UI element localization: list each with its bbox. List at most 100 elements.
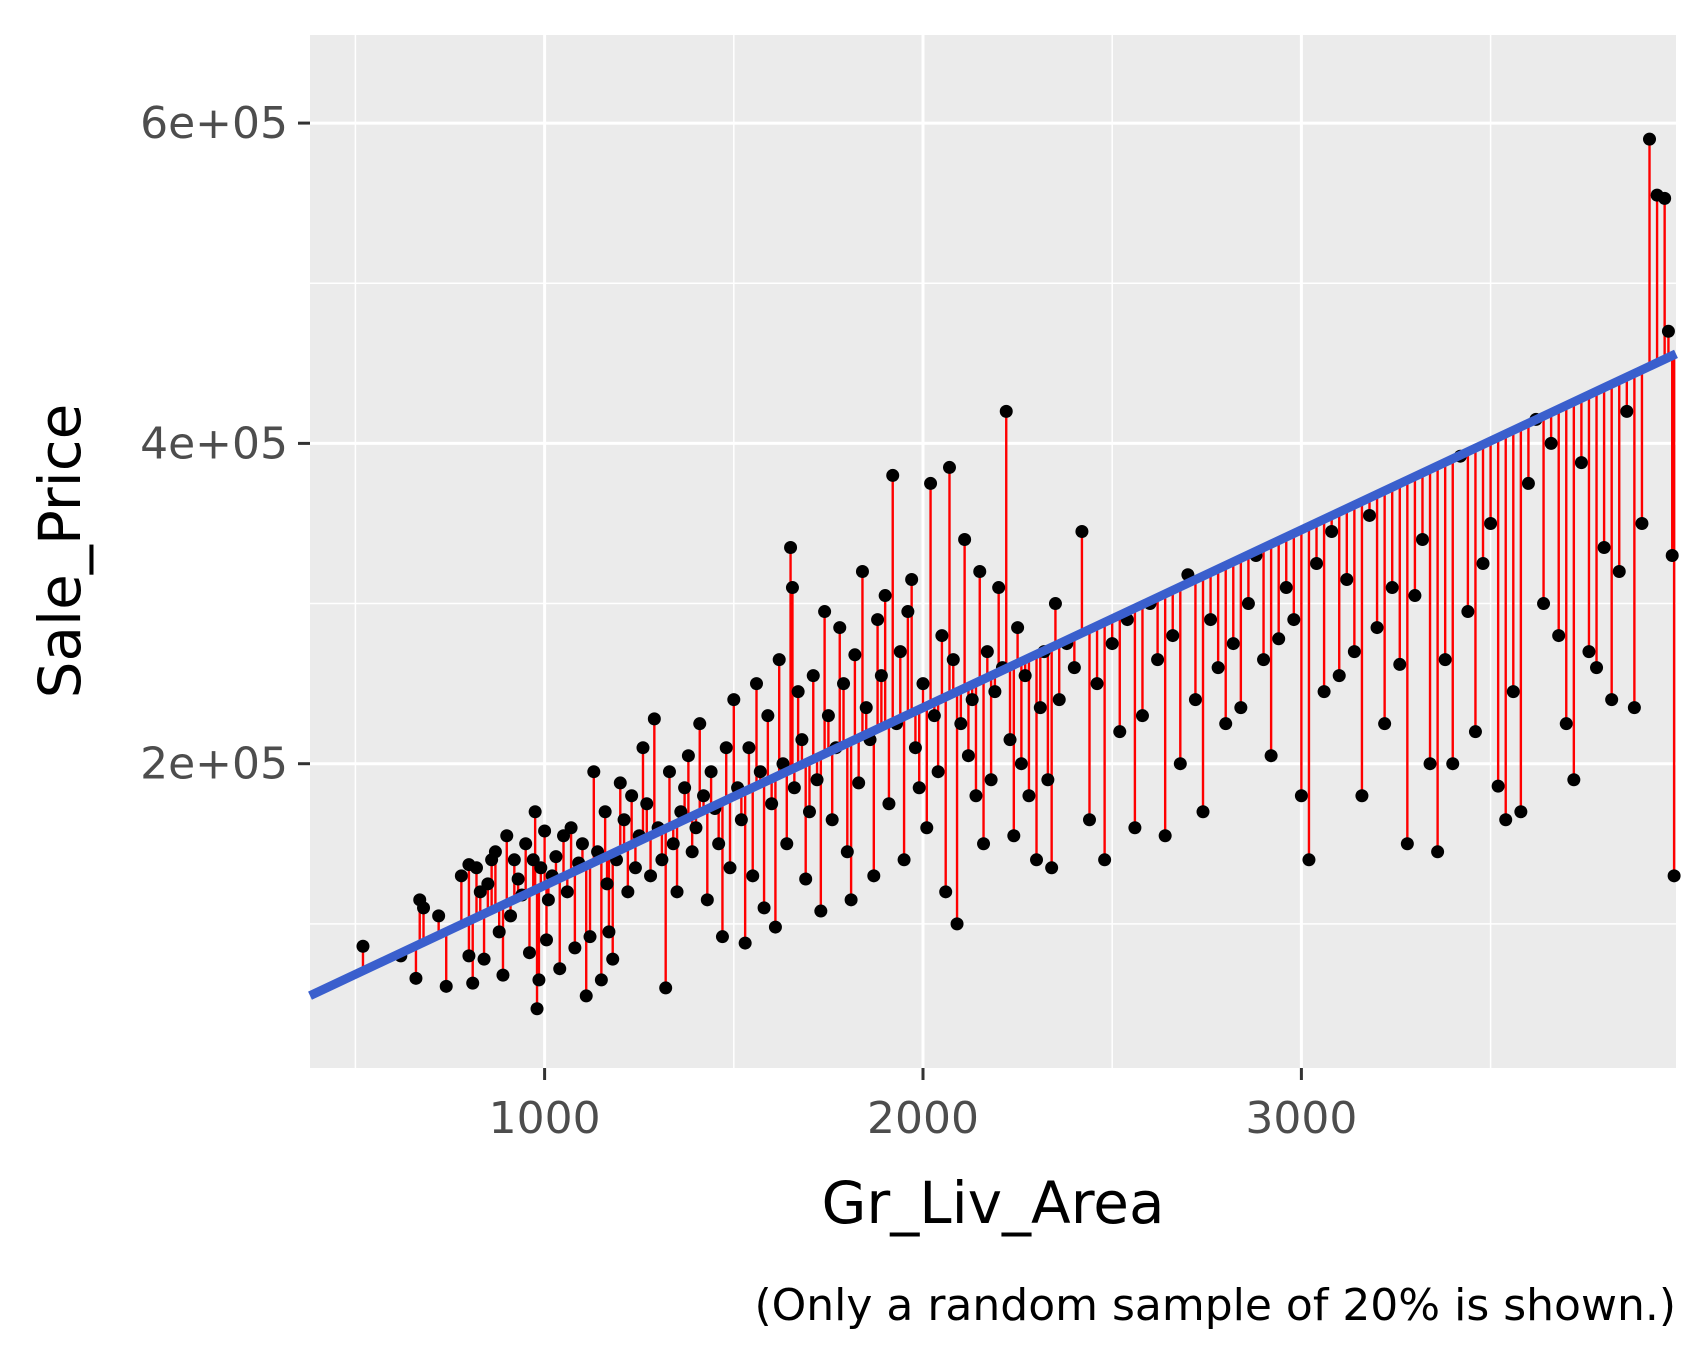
data-point [893, 645, 907, 659]
data-point [1423, 757, 1437, 771]
data-point [1385, 581, 1399, 595]
data-point [988, 685, 1002, 699]
data-point [1491, 779, 1505, 793]
y-axis-title: Sale_Price [26, 404, 94, 699]
data-point [466, 976, 480, 990]
data-point [1033, 701, 1047, 715]
data-point [715, 930, 729, 944]
data-point [594, 973, 608, 987]
data-point [961, 749, 975, 763]
data-point [1574, 456, 1588, 470]
data-point [882, 797, 896, 811]
data-point [1128, 821, 1142, 835]
data-point [1484, 516, 1498, 530]
data-point [1582, 645, 1596, 659]
data-point [897, 853, 911, 867]
data-point [662, 765, 676, 779]
data-point [1113, 725, 1127, 739]
data-point [432, 909, 446, 923]
data-point [723, 861, 737, 875]
data-point [1279, 581, 1293, 595]
data-point [901, 605, 915, 619]
data-point [746, 869, 760, 883]
data-point [833, 621, 847, 635]
data-point [613, 776, 627, 790]
data-point [1287, 613, 1301, 627]
data-point [579, 989, 593, 1003]
data-point [942, 460, 956, 474]
regression-line [308, 349, 1678, 1000]
data-point [1597, 540, 1611, 554]
data-point [1052, 693, 1066, 707]
data-point [1041, 773, 1055, 787]
data-point [1105, 637, 1119, 651]
data-point [1332, 669, 1346, 683]
data-point [1446, 757, 1460, 771]
data-point [1158, 829, 1172, 843]
data-point [481, 877, 495, 891]
data-point [784, 540, 798, 554]
data-point [1661, 324, 1675, 338]
data-point [617, 813, 631, 827]
data-point [575, 837, 589, 851]
data-point [560, 885, 574, 899]
data-point [704, 765, 718, 779]
data-point [647, 712, 661, 726]
data-point [1264, 749, 1278, 763]
minor-gridlines [310, 35, 1676, 1068]
data-point [532, 973, 546, 987]
data-point [958, 532, 972, 546]
data-point [1461, 605, 1475, 619]
x-tick-label: 2000 [867, 1093, 979, 1144]
data-point [409, 971, 423, 985]
data-point [1173, 757, 1187, 771]
data-point [1537, 597, 1551, 611]
data-point [780, 837, 794, 851]
data-point [1196, 805, 1210, 819]
data-point [719, 741, 733, 755]
data-point [564, 821, 578, 835]
y-tick-label: 2e+05 [140, 739, 288, 790]
data-point [469, 861, 483, 875]
x-axis-title: Gr_Liv_Area [821, 1169, 1164, 1237]
data-point [693, 717, 707, 731]
data-point [628, 861, 642, 875]
data-point [587, 765, 601, 779]
data-point [1325, 524, 1339, 538]
data-point [553, 962, 567, 976]
data-point [1667, 869, 1681, 883]
data-point [1559, 717, 1573, 731]
data-point [1011, 621, 1025, 635]
data-point [655, 853, 669, 867]
data-point [999, 404, 1013, 418]
data-point [727, 693, 741, 707]
data-point [924, 476, 938, 490]
data-point [848, 648, 862, 662]
data-point [1067, 661, 1081, 675]
data-point [837, 677, 851, 691]
data-point [799, 872, 813, 886]
data-points [356, 132, 1681, 1016]
data-point [1030, 853, 1044, 867]
data-point [761, 709, 775, 723]
data-point [528, 805, 542, 819]
data-point [356, 939, 370, 953]
data-point [844, 893, 858, 907]
data-point [946, 653, 960, 667]
data-point [678, 781, 692, 795]
data-point [905, 573, 919, 587]
data-point [1007, 829, 1021, 843]
data-point [685, 845, 699, 859]
data-point [417, 901, 431, 915]
data-point [697, 789, 711, 803]
data-point [1219, 717, 1233, 731]
data-point [511, 872, 525, 886]
data-point [1151, 653, 1165, 667]
data-point [1204, 613, 1218, 627]
data-point [1317, 685, 1331, 699]
data-point [734, 813, 748, 827]
data-point [454, 869, 468, 883]
data-point [1658, 191, 1672, 205]
y-tick-label: 6e+05 [140, 98, 288, 149]
data-point [874, 669, 888, 683]
